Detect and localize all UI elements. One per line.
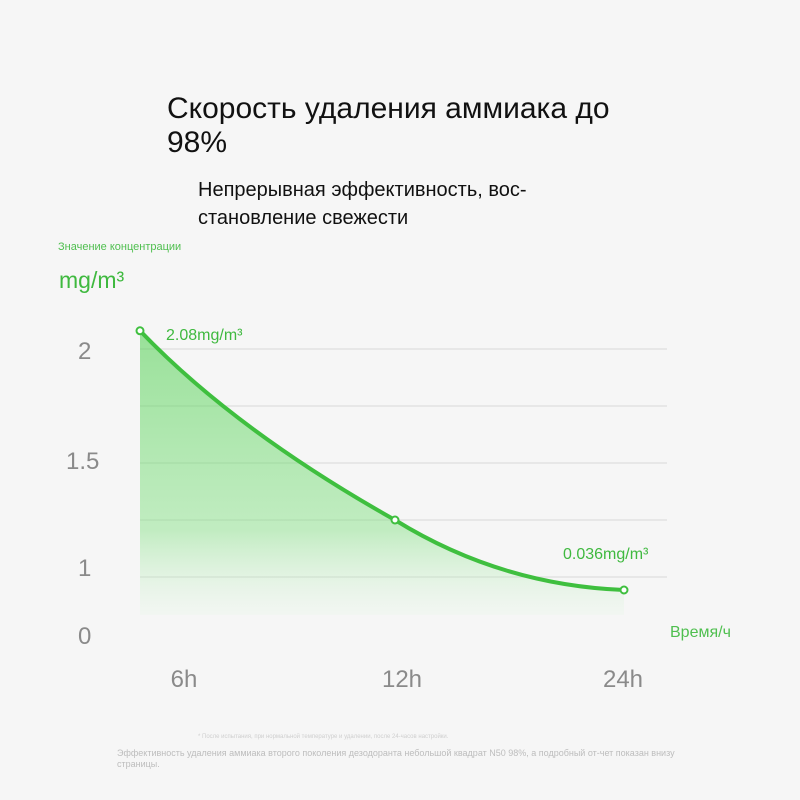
y-axis-label: Значение концентрации	[58, 241, 182, 253]
y-axis-unit: mg/m³	[59, 267, 125, 293]
disclaimer: Эффективность удаления аммиака второго п…	[117, 748, 675, 769]
data-points	[135, 326, 629, 595]
y-tick-label: 1.5	[66, 448, 99, 475]
x-tick-label: 12h	[382, 666, 422, 693]
footnote: * После испытания, при нормальной темпер…	[198, 734, 449, 740]
x-axis-label: Время/ч	[670, 624, 731, 641]
series-area	[140, 330, 624, 615]
data-point	[619, 585, 629, 595]
page-subtitle: Непрерывная эффективность, вос-становлен…	[198, 179, 527, 229]
y-tick-label: 0	[78, 623, 91, 650]
page-title: Скорость удаления аммиака до 98%	[167, 92, 610, 159]
data-label: 2.08mg/m³	[166, 327, 243, 344]
data-point	[390, 515, 400, 525]
data-point	[135, 326, 145, 336]
x-tick-label: 6h	[171, 666, 198, 693]
y-tick-label: 1	[78, 555, 91, 582]
y-tick-label: 2	[78, 338, 91, 365]
x-tick-label: 24h	[603, 666, 643, 693]
data-label: 0.036mg/m³	[563, 546, 649, 563]
